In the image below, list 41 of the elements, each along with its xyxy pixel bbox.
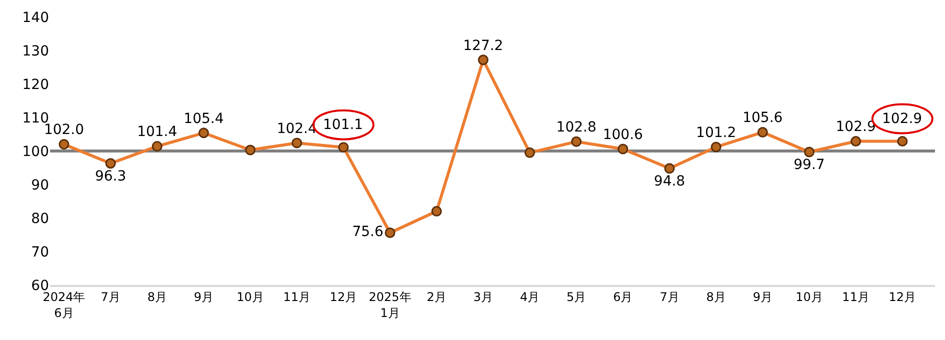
data-label: 99.7: [794, 157, 825, 174]
annotation: 102.9: [882, 111, 922, 127]
data-label: 102.8: [556, 119, 596, 136]
x-tick-label: 12月: [888, 290, 916, 304]
x-tick-label: 2024年 6月: [42, 290, 86, 320]
x-tick-label: 2月: [426, 290, 446, 304]
x-tick-label: 6月: [613, 290, 633, 304]
x-tick-label: 8月: [706, 290, 726, 304]
x-tick-label: 7月: [660, 290, 680, 304]
x-tick-label: 3月: [473, 290, 493, 304]
data-label: 105.6: [742, 110, 783, 126]
annotation: 101.1: [323, 117, 364, 133]
x-tick-label: 10月: [796, 290, 823, 304]
y-tick-label: 90: [31, 177, 49, 194]
data-label: 100.6: [602, 126, 644, 143]
x-tick-label: 4月: [520, 290, 540, 304]
y-tick-label: 130: [22, 43, 49, 60]
data-label: 102.9: [836, 119, 876, 136]
x-tick-label: 2025年 1月: [368, 290, 412, 320]
data-label: 105.4: [184, 110, 224, 127]
y-tick-label: 140: [22, 10, 49, 26]
y-tick-label: 120: [22, 76, 49, 93]
y-tick-label: 70: [31, 244, 49, 260]
data-label: 101.4: [137, 124, 178, 140]
y-tick-label: 80: [31, 210, 49, 227]
data-label: 127.2: [463, 38, 504, 54]
data-label: 102.0: [44, 122, 84, 138]
x-tick-label: 10月: [236, 290, 264, 304]
x-tick-label: 7月: [100, 290, 120, 304]
y-tick-label: 100: [22, 144, 49, 160]
data-label: 101.2: [696, 124, 736, 141]
x-tick-label: 5月: [566, 290, 586, 304]
data-label: 94.8: [654, 174, 686, 190]
x-tick-label: 11月: [283, 290, 311, 304]
x-tick-label: 9月: [194, 290, 214, 304]
x-tick-label: 8月: [147, 290, 167, 304]
data-label: 96.3: [94, 168, 126, 185]
x-tick-label: 9月: [752, 290, 772, 304]
x-tick-label: 11月: [842, 290, 870, 304]
data-label: 75.6: [352, 224, 384, 240]
x-tick-label: 12月: [330, 290, 358, 304]
